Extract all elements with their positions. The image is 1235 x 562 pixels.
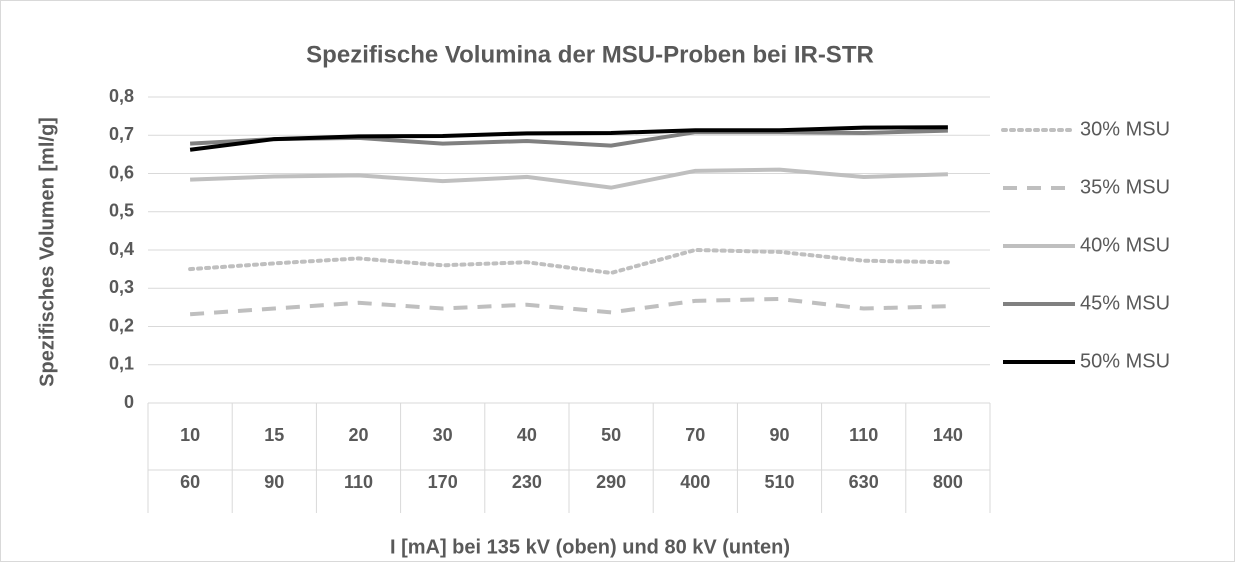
legend-label: 45% MSU — [1080, 292, 1170, 314]
series-line — [188, 247, 950, 275]
legend-label: 40% MSU — [1080, 234, 1170, 256]
x-tick-label: 70 — [685, 425, 705, 445]
y-tick-label: 0,1 — [109, 354, 134, 374]
legend-label: 50% MSU — [1080, 350, 1170, 372]
y-axis-label: Spezifisches Volumen [ml/g] — [36, 117, 58, 387]
x-tick-label-lower: 510 — [764, 472, 794, 492]
x-tick-label: 10 — [180, 425, 200, 445]
y-tick-label: 0,5 — [109, 201, 134, 221]
x-tick-label: 110 — [849, 425, 878, 445]
x-tick-label: 20 — [348, 425, 368, 445]
x-tick-label-lower: 170 — [428, 472, 458, 492]
series-line — [190, 167, 948, 190]
x-tick-label: 140 — [933, 425, 963, 445]
y-tick-label: 0,4 — [109, 239, 134, 259]
x-tick-label: 15 — [264, 425, 284, 445]
x-tick-label-lower: 90 — [264, 472, 284, 492]
x-tick-label: 50 — [601, 425, 621, 445]
series-line — [189, 296, 948, 317]
x-tick-label-lower: 400 — [680, 472, 710, 492]
x-tick-label: 90 — [769, 425, 789, 445]
y-tick-label: 0,8 — [109, 86, 134, 106]
x-tick-label-lower: 800 — [933, 472, 963, 492]
x-tick-label-lower: 630 — [849, 472, 879, 492]
x-tick-label-lower: 110 — [344, 472, 373, 492]
y-tick-label: 0,3 — [109, 277, 134, 297]
series-line — [189, 125, 948, 152]
chart-title: Spezifische Volumina der MSU-Proben bei … — [306, 41, 874, 68]
x-tick-label: 40 — [517, 425, 537, 445]
legend-label: 35% MSU — [1080, 176, 1170, 198]
y-tick-label: 0,7 — [109, 124, 134, 144]
x-tick-label-lower: 290 — [596, 472, 626, 492]
x-tick-label-lower: 230 — [512, 472, 542, 492]
y-tick-label: 0,2 — [109, 315, 134, 335]
x-tick-label: 30 — [433, 425, 453, 445]
legend-label: 30% MSU — [1080, 118, 1170, 140]
y-tick-label: 0 — [124, 392, 134, 412]
y-tick-label: 0,6 — [109, 162, 134, 182]
x-tick-label-lower: 60 — [180, 472, 200, 492]
x-axis-label: I [mA] bei 135 kV (oben) und 80 kV (unte… — [390, 536, 790, 558]
